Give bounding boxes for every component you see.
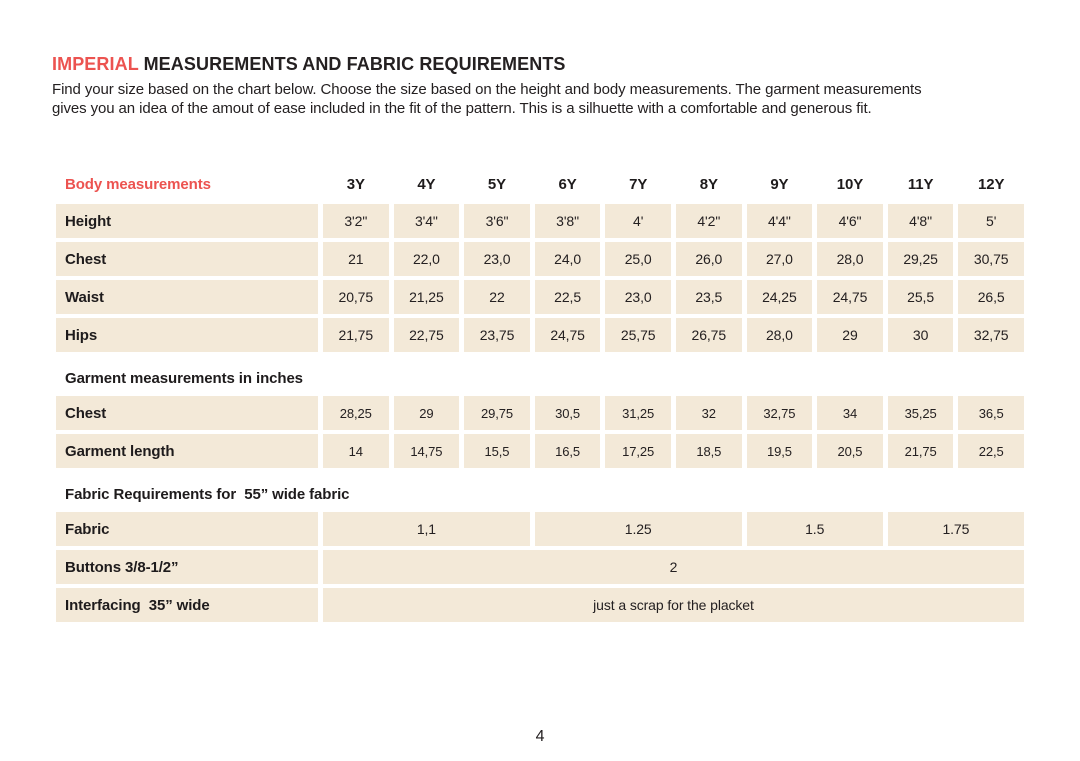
page-title: IMPERIAL MEASUREMENTS AND FABRIC REQUIRE…: [52, 54, 1042, 75]
table-header-body-measurements: Body measurements: [65, 175, 211, 193]
value-cell: 17,25: [605, 434, 671, 468]
value-cell: 22: [464, 280, 530, 314]
measurement-table: Body measurements 3Y 4Y 5Y 6Y 7Y 8Y 9Y 10Y 11Y 12Y…: [56, 168, 1024, 622]
value-cell: 3'8": [534, 204, 601, 238]
row-label-interfacing-35-wide: Interfacing 35” wide: [56, 588, 318, 622]
value-cell: 20,75: [323, 280, 389, 314]
value-cell: 26,75: [675, 318, 742, 352]
value-cell: 26,5: [958, 280, 1024, 314]
merged-value-cell: 1,1: [323, 512, 530, 546]
size-column-header-8y: 8Y: [699, 175, 718, 193]
value-cell: 36,5: [958, 396, 1024, 430]
value-cell: 24,0: [534, 242, 601, 276]
value-cell: 29: [393, 396, 460, 430]
value-cell: 18,5: [675, 434, 742, 468]
value-cell: 22,0: [393, 242, 460, 276]
value-cell: 23,75: [464, 318, 530, 352]
value-cell: 21,75: [887, 434, 954, 468]
size-column-header-9y: 9Y: [770, 175, 789, 193]
value-cell: 22,5: [534, 280, 601, 314]
value-cell: 4': [605, 204, 671, 238]
value-cell: 32,75: [746, 396, 813, 430]
page-title-highlight: IMPERIAL: [52, 54, 139, 74]
value-cell: 26,0: [675, 242, 742, 276]
size-column-header-5y: 5Y: [487, 175, 507, 193]
garment-section-title: Garment measurements in inches: [65, 370, 303, 387]
row-label-hips: Hips: [56, 318, 318, 352]
page-title-rest: MEASUREMENTS AND FABRIC REQUIREMENTS: [138, 54, 566, 74]
value-cell: 29: [817, 318, 883, 352]
value-cell: 28,0: [817, 242, 883, 276]
value-cell: 23,0: [605, 280, 671, 314]
value-cell: 3'2": [323, 204, 389, 238]
merged-value-cell: just a scrap for the placket: [323, 588, 1024, 622]
row-label-fabric: Fabric: [56, 512, 318, 546]
value-cell: 27,0: [746, 242, 813, 276]
merged-value-cell: 1.25: [534, 512, 742, 546]
size-column-header-11y: 11Y: [907, 175, 934, 193]
value-cell: 3'6": [464, 204, 530, 238]
value-cell: 14: [323, 434, 389, 468]
value-cell: 29,25: [887, 242, 954, 276]
page-number: 4: [535, 728, 545, 745]
value-cell: 35,25: [887, 396, 954, 430]
value-cell: 30,5: [534, 396, 601, 430]
value-cell: 25,75: [605, 318, 671, 352]
description-line: Find your size based on the chart below.…: [52, 81, 922, 98]
value-cell: 23,0: [464, 242, 530, 276]
row-label-buttons-3-8-1-2: Buttons 3/8-1/2”: [56, 550, 318, 584]
merged-value-cell: 2: [323, 550, 1024, 584]
size-column-header-7y: 7Y: [629, 175, 648, 193]
value-cell: 22,5: [958, 434, 1024, 468]
value-cell: 28,0: [746, 318, 813, 352]
value-cell: 31,25: [605, 396, 671, 430]
size-column-header-4y: 4Y: [417, 175, 436, 193]
value-cell: 24,75: [817, 280, 883, 314]
size-column-header-3y: 3Y: [346, 175, 365, 193]
size-column-header-10y: 10Y: [836, 175, 864, 193]
row-label-height: Height: [56, 204, 318, 238]
value-cell: 19,5: [746, 434, 813, 468]
value-cell: 16,5: [534, 434, 601, 468]
value-cell: 14,75: [393, 434, 460, 468]
value-cell: 3'4": [393, 204, 460, 238]
value-cell: 4'2": [675, 204, 742, 238]
value-cell: 21,75: [323, 318, 389, 352]
value-cell: 23,5: [675, 280, 742, 314]
value-cell: 15,5: [464, 434, 530, 468]
merged-value-cell: 1.75: [887, 512, 1024, 546]
value-cell: 30,75: [958, 242, 1024, 276]
value-cell: 24,25: [746, 280, 813, 314]
row-label-waist: Waist: [56, 280, 318, 314]
value-cell: 5': [958, 204, 1024, 238]
value-cell: 21: [323, 242, 389, 276]
fabric-section-title: Fabric Requirements for 55” wide fabric: [65, 486, 350, 503]
value-cell: 21,25: [393, 280, 460, 314]
value-cell: 28,25: [323, 396, 389, 430]
value-cell: 25,5: [887, 280, 954, 314]
value-cell: 25,0: [605, 242, 671, 276]
value-cell: 32: [675, 396, 742, 430]
size-column-header-6y: 6Y: [558, 175, 577, 193]
value-cell: 4'6": [817, 204, 883, 238]
merged-value-cell: 1.5: [746, 512, 883, 546]
value-cell: 4'8": [887, 204, 954, 238]
value-cell: 30: [887, 318, 954, 352]
row-label-chest: Chest: [56, 242, 318, 276]
value-cell: 24,75: [534, 318, 601, 352]
size-column-header-12y: 12Y: [977, 175, 1005, 193]
size-chart: Body measurements 3Y 4Y 5Y 6Y 7Y 8Y 9Y 10Y 11Y 12Y…: [56, 168, 1024, 622]
value-cell: 4'4": [746, 204, 813, 238]
row-label-garment-chest: Chest: [56, 396, 318, 430]
row-label-garment-garment-length: Garment length: [56, 434, 318, 468]
value-cell: 22,75: [393, 318, 460, 352]
page-header: IMPERIAL MEASUREMENTS AND FABRIC REQUIRE…: [52, 54, 1042, 118]
description-line: gives you an idea of the amout of ease i…: [52, 100, 872, 117]
value-cell: 32,75: [958, 318, 1024, 352]
value-cell: 20,5: [817, 434, 883, 468]
value-cell: 29,75: [464, 396, 530, 430]
value-cell: 34: [817, 396, 883, 430]
